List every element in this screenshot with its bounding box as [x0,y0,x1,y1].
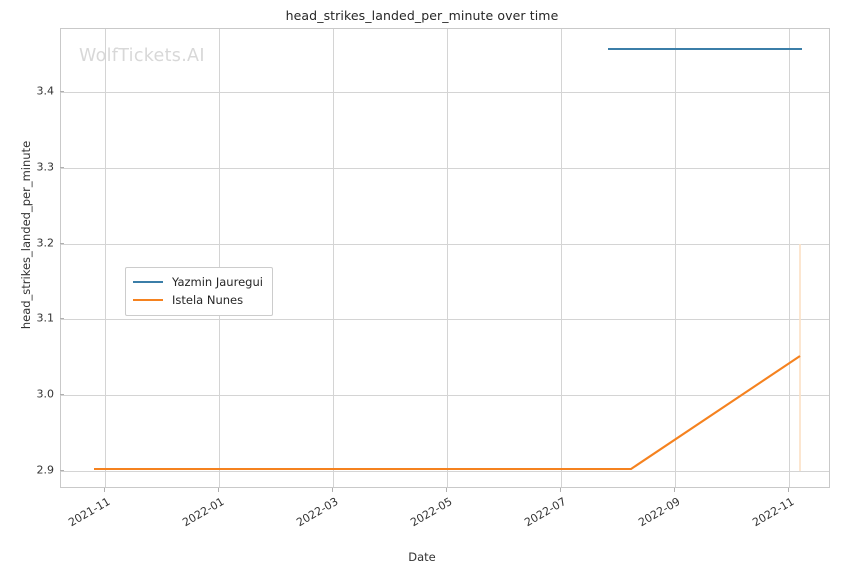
y-tick-label: 3.2 [36,236,55,250]
y-tick-label: 2.9 [36,463,55,477]
gridline-horizontal [61,471,829,472]
y-axis-ticks: 3.4 3.3 3.2 3.1 3.0 2.9 [6,28,64,488]
x-axis-ticks: 2021-11 2022-01 2022-03 2022-05 2022-07 … [60,488,830,548]
x-tick-mark [674,488,675,492]
x-tick-label: 2022-09 [636,495,683,530]
y-tick-mark [60,394,64,395]
y-tick-mark [60,243,64,244]
gridline-vertical [105,29,106,487]
series-line-istela-nunes [94,355,801,471]
gridline-vertical [561,29,562,487]
x-tick-label: 2022-05 [408,495,455,530]
x-tick-label: 2022-03 [294,495,341,530]
legend-label: Yazmin Jauregui [172,275,263,289]
gridline-horizontal [61,92,829,93]
legend-color-swatch [133,299,163,301]
gridline-horizontal [61,319,829,320]
y-tick-mark [60,470,64,471]
gridline-horizontal [61,168,829,169]
x-tick-mark [446,488,447,492]
y-tick-label: 3.3 [36,160,55,174]
series-svg [94,47,802,471]
x-tick-label: 2022-07 [522,495,569,530]
y-tick-mark [60,167,64,168]
y-tick-label: 3.1 [36,311,55,325]
legend-item-istela-nunes[interactable]: Istela Nunes [133,291,263,309]
x-tick-mark [104,488,105,492]
y-tick-label: 3.0 [36,387,55,401]
gridline-horizontal [61,395,829,396]
x-tick-label: 2021-11 [66,495,113,530]
chart-title: head_strikes_landed_per_minute over time [285,8,559,23]
legend-item-yazmin-jauregui[interactable]: Yazmin Jauregui [133,273,263,291]
y-tick-mark [60,318,64,319]
y-tick-label: 3.4 [36,84,55,98]
gridline-vertical [447,29,448,487]
legend-color-swatch [133,281,163,283]
x-tick-mark [560,488,561,492]
x-tick-mark [332,488,333,492]
x-axis-label: Date [408,550,436,564]
y-axis-label: head_strikes_landed_per_minute [19,140,33,330]
x-tick-mark [788,488,789,492]
x-tick-label: 2022-11 [750,495,797,530]
gridline-vertical [675,29,676,487]
gridline-vertical [789,29,790,487]
chart-legend: Yazmin Jauregui Istela Nunes [125,267,273,316]
x-tick-label: 2022-01 [180,495,227,530]
gridline-vertical [333,29,334,487]
x-tick-mark [218,488,219,492]
legend-label: Istela Nunes [172,293,244,307]
y-tick-mark [60,91,64,92]
plot-area: WolfTickets.AI Yazmin Jauregui Istela Nu… [60,28,830,488]
gridline-horizontal [61,244,829,245]
gridline-vertical [219,29,220,487]
